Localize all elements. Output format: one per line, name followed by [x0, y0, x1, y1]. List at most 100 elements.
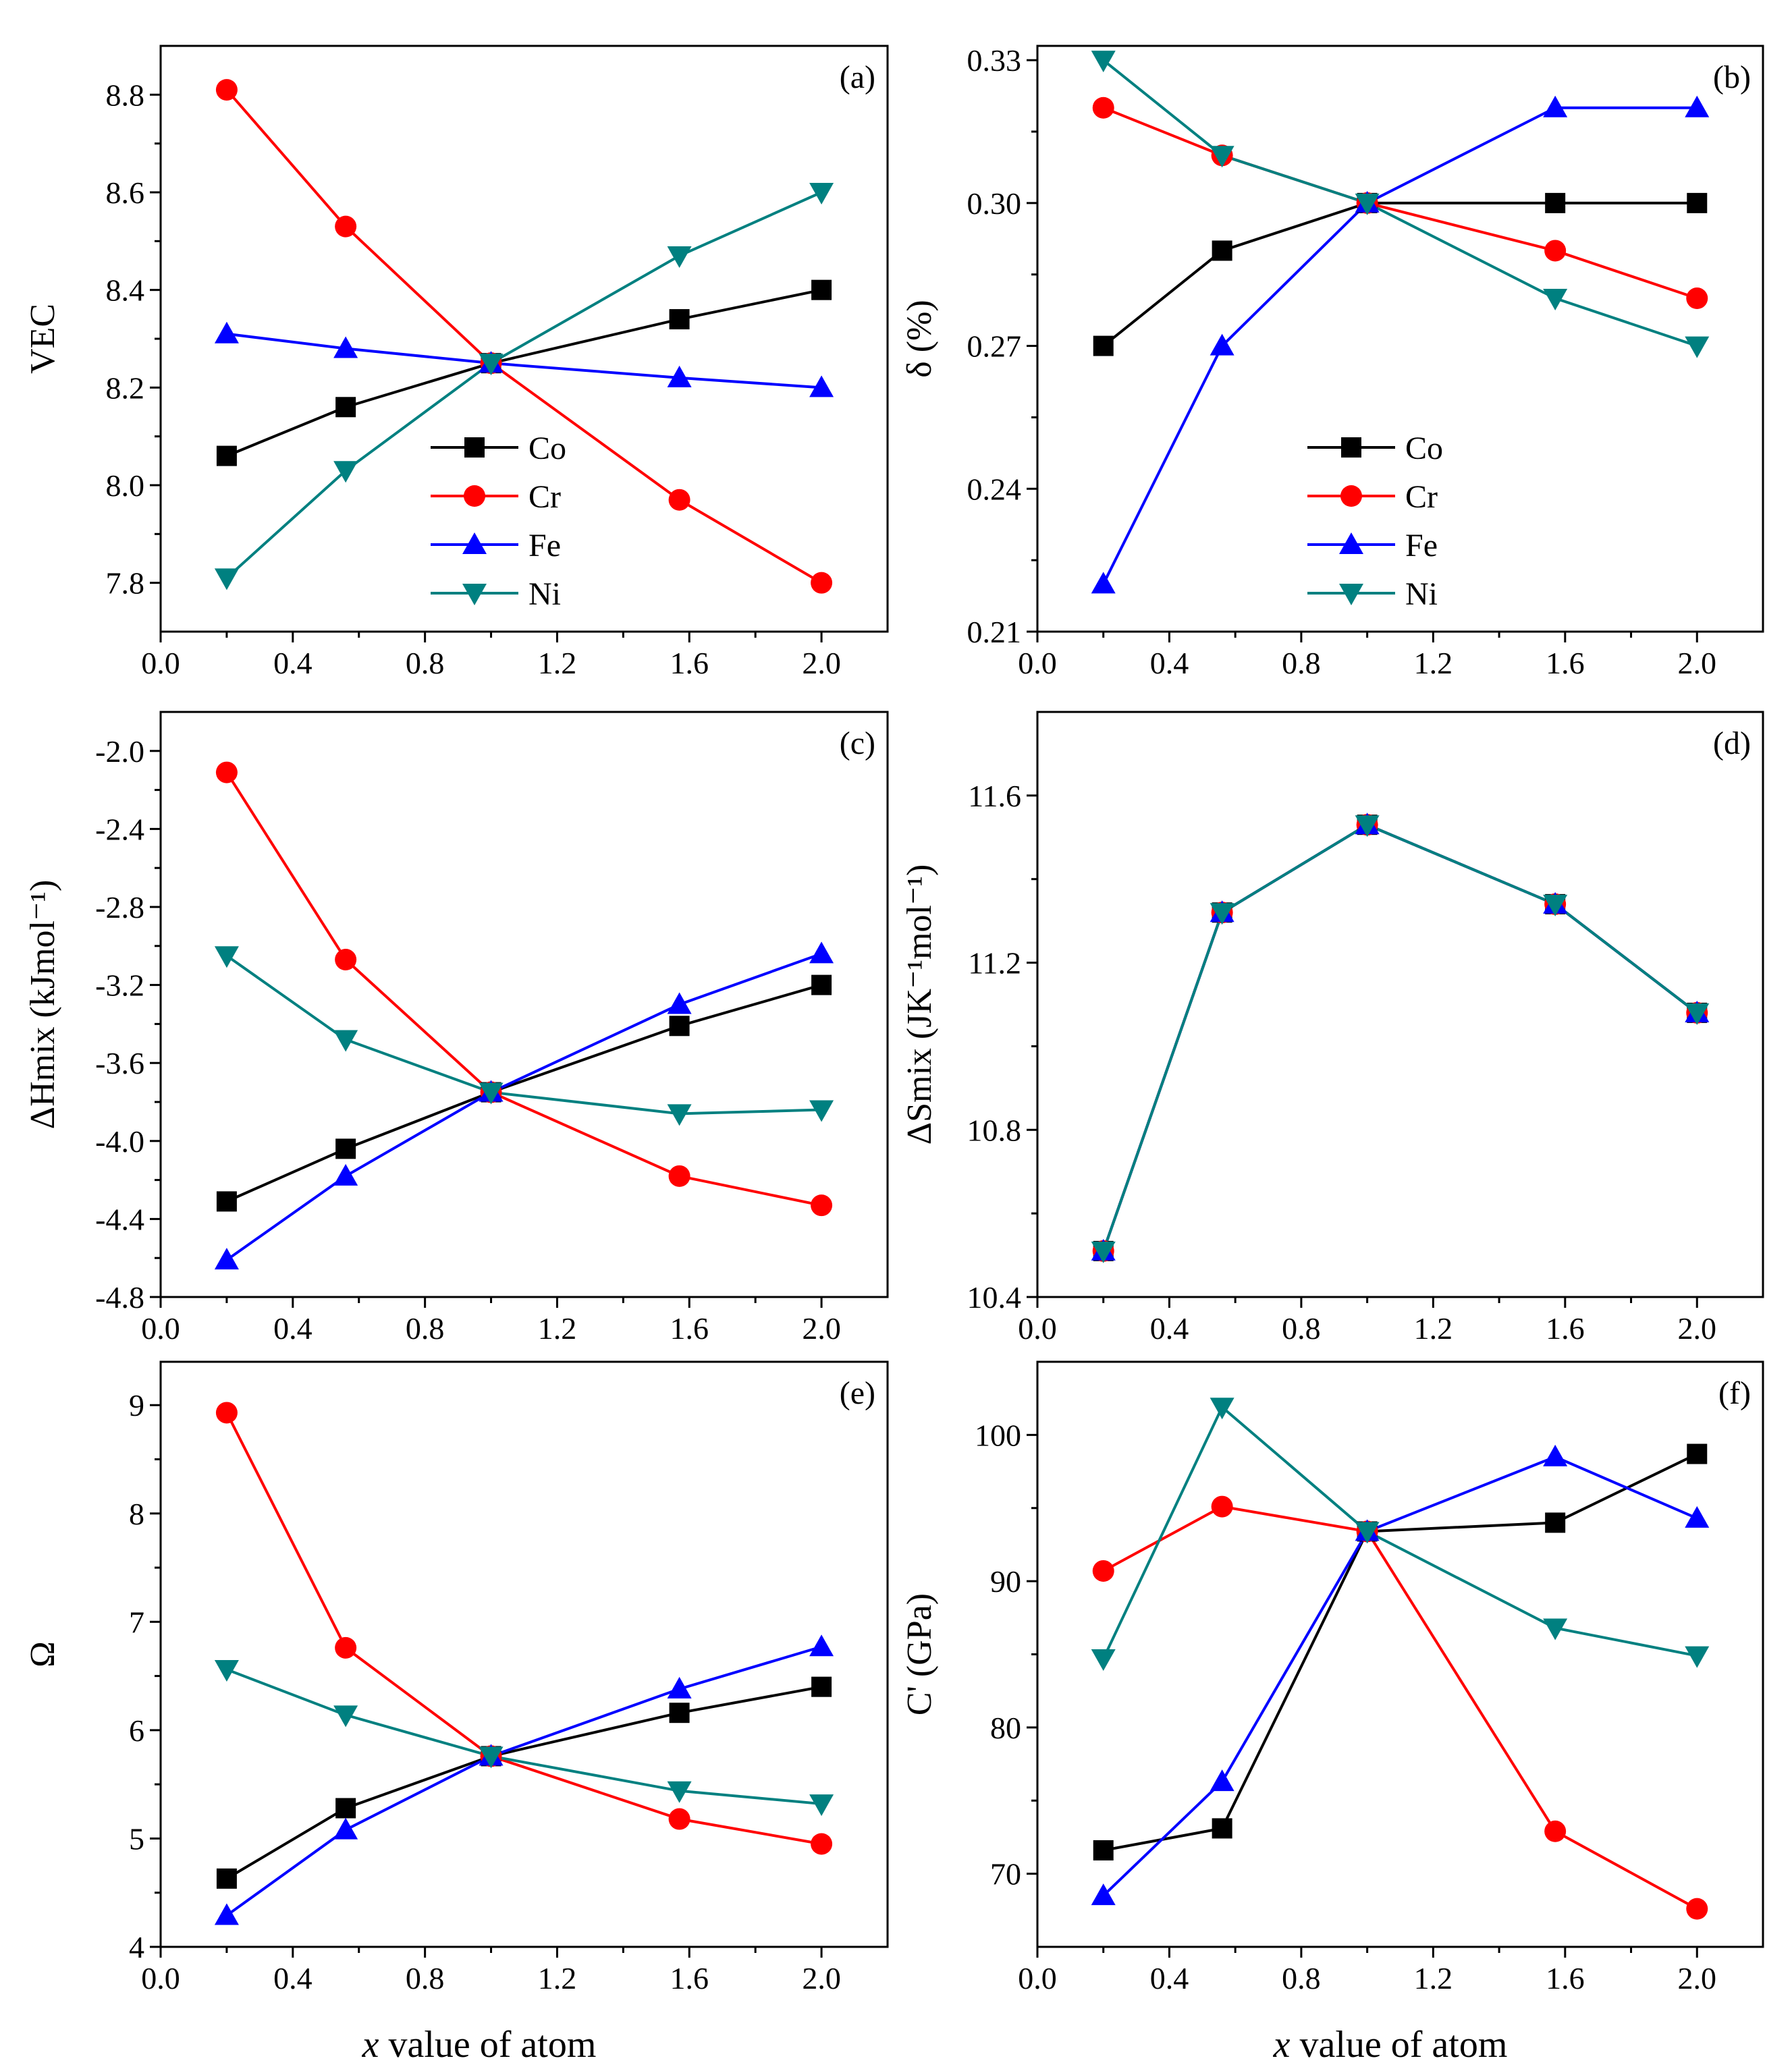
panel-c-series-ni-line — [225, 954, 822, 1115]
panel-d-series-fe-line — [1102, 823, 1698, 1252]
panel-d-ytick-label: 11.6 — [968, 779, 1021, 813]
panel-a-series-co-point — [335, 397, 356, 418]
panel-d-series-ni-point — [1091, 1241, 1116, 1263]
panel-a-xtick-label: 0.4 — [273, 646, 313, 680]
panel-a-legend-cr-marker — [464, 485, 485, 507]
panel-a-series-co-line — [226, 288, 822, 458]
panel-a-series-cr-point — [668, 489, 690, 511]
panel-f-series-ni-line — [1102, 1404, 1698, 1659]
panel-b-xtick-label: 2.0 — [1678, 646, 1717, 680]
panel-d: 0.0 0.4 0.8 1.2 1.6 2.0 10.4 10.8 11.2 11.6 (d) ΔSm… — [900, 711, 1764, 1346]
panel-d-series-ni-point — [1543, 894, 1568, 916]
panel-a-legend-co-marker — [464, 437, 485, 458]
panel-e-ytick-label: 8 — [129, 1497, 144, 1531]
panel-a-series-fe-point — [667, 365, 692, 387]
panel-e-series-cr-point — [811, 1833, 833, 1855]
panel-f-series-co-point — [1545, 1512, 1566, 1533]
panel-d-series-cr-line — [1102, 823, 1698, 1252]
panel-a-series-ni-point — [479, 354, 504, 376]
panel-f-series-fe-point — [1210, 1769, 1234, 1792]
panel-b-series-ni-point — [1543, 289, 1568, 311]
panel-b-xtick-label: 1.6 — [1546, 646, 1585, 680]
panel-a-series-ni-point — [214, 568, 239, 590]
panel-d-series-ni-point — [1685, 1003, 1710, 1025]
panel-e-series-fe-point — [809, 1634, 834, 1657]
panel-c-y-axis-title: ΔHmix (kJmol⁻¹) — [24, 880, 62, 1130]
panel-b-ytick-label: 0.24 — [967, 472, 1022, 506]
panel-e-y-axis-title: Ω — [24, 1641, 62, 1667]
panel-f-series-co-line — [1103, 1452, 1698, 1852]
panel-a-legend-ni-marker — [462, 584, 487, 605]
panel-c-series-fe-point — [214, 1248, 239, 1270]
panel-e-series-ni-point — [214, 1659, 239, 1682]
panel-f-series-cr-point — [1211, 1495, 1233, 1518]
panel-a-xtick-label: 2.0 — [802, 646, 841, 680]
panel-c-series-ni-point — [214, 946, 239, 968]
panel-e-series-ni-line — [226, 1668, 822, 1806]
panel-a-legend-fe-label: Fe — [528, 528, 561, 563]
panel-d-series-ni-point — [1210, 903, 1234, 925]
panel-d-label: (d) — [1713, 725, 1751, 761]
panel-a-xtick-label: 0.8 — [406, 646, 445, 680]
panel-d-frame — [1036, 711, 1764, 1298]
panel-e-series-co-point — [811, 1676, 832, 1697]
panel-a-y-axis-title: VEC — [24, 304, 62, 374]
panel-a-xtick-label: 1.2 — [538, 646, 577, 680]
panel-e-series-ni-point — [667, 1781, 692, 1803]
panel-d-xtick-label: 0.8 — [1282, 1311, 1321, 1346]
panel-f-series-fe-point — [1685, 1506, 1710, 1528]
panel-c-ytick-label: -2.4 — [95, 812, 144, 846]
panel-b-legend-cr-label: Cr — [1405, 479, 1438, 515]
panel-e-xtick-label: 2.0 — [802, 1961, 841, 1995]
panel-c-series-cr-point — [335, 949, 357, 971]
panel-a-series-cr-point — [811, 572, 833, 594]
panel-c-ytick-label: -4.8 — [95, 1280, 144, 1315]
panel-e-xtick-label: 1.2 — [538, 1961, 577, 1995]
panel-c-ytick-label: -4.4 — [95, 1202, 144, 1236]
panel-f-series-ni-point — [1091, 1649, 1116, 1672]
panel-f-series-co-point — [1093, 1840, 1114, 1860]
panel-b-xtick-label: 0.8 — [1282, 646, 1321, 680]
panel-c-series-co-point — [669, 1016, 690, 1037]
panel-a-series-ni-point — [333, 461, 358, 483]
panel-a-series-ni-point — [667, 246, 692, 269]
panel-d-xtick-label: 0.4 — [1150, 1311, 1189, 1346]
panel-b-series-cr-point — [1092, 96, 1114, 119]
panel-c-series-ni-point — [479, 1082, 504, 1105]
panel-a-series-fe-line — [226, 332, 822, 389]
panel-b-series-fe-line — [1102, 106, 1698, 585]
panel-a-ytick-label: 8.6 — [106, 175, 145, 210]
panel-c-series-co-point — [335, 1138, 356, 1159]
panel-b-frame — [1036, 45, 1764, 633]
panel-a-series-ni-line — [225, 191, 822, 579]
panel-a-series-ni-point — [809, 183, 834, 204]
panel-b-ytick-label: 0.21 — [967, 615, 1022, 649]
panel-d-y-axis-title: ΔSmix (JK⁻¹mol⁻¹) — [900, 864, 939, 1145]
panel-e-ytick-label: 6 — [129, 1713, 144, 1748]
panel-a-series-co-point — [669, 309, 690, 330]
panel-c-series-cr-line — [225, 771, 822, 1207]
panel-f-ytick-label: 90 — [990, 1564, 1021, 1599]
panel-b-series-fe-point — [1685, 95, 1710, 117]
panel-f-frame — [1036, 1360, 1764, 1948]
panel-e-series-ni-point — [479, 1746, 504, 1769]
panel-b-series-co-line — [1102, 201, 1698, 348]
panel-f-label: (f) — [1718, 1375, 1751, 1411]
panel-c-series-cr-point — [668, 1165, 690, 1187]
panel-c-xtick-label: 1.2 — [538, 1311, 577, 1346]
panel-c-series-ni-point — [809, 1100, 834, 1122]
panel-d-series-ni-point — [1355, 815, 1380, 837]
panel-b: 0.0 0.4 0.8 1.2 1.6 2.0 0.21 0.24 0.27 0.30 0.33 (b… — [900, 43, 1764, 680]
panel-b-ytick-label: 0.30 — [967, 186, 1022, 221]
panel-a-label: (a) — [840, 59, 875, 95]
panel-d-xtick-label: 2.0 — [1678, 1311, 1717, 1346]
panel-e-ytick-label: 9 — [129, 1388, 144, 1423]
panel-e-ytick-label: 5 — [129, 1821, 144, 1856]
panel-a-ytick-label: 7.8 — [106, 566, 145, 601]
panel-e-label: (e) — [840, 1375, 875, 1411]
panel-a-legend-cr-label: Cr — [528, 479, 561, 515]
panel-c-series-fe-point — [333, 1163, 358, 1186]
panel-f-series-ni-point — [1543, 1618, 1568, 1640]
panel-f-xtick-label: 1.6 — [1546, 1961, 1585, 1995]
panel-a-series-cr-line — [225, 88, 823, 584]
